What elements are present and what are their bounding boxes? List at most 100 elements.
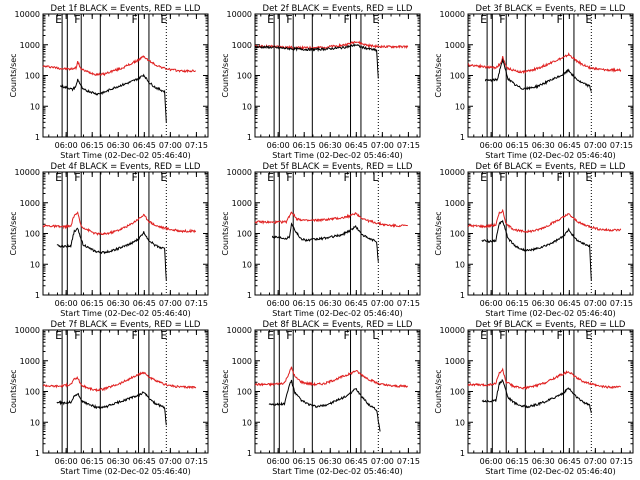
y-tick-label: 10000 — [227, 10, 252, 19]
x-tick-label: 06:45 — [133, 457, 156, 466]
interval-marker-label: F — [286, 13, 292, 26]
interval-marker-label: E — [267, 13, 274, 26]
interval-marker-label: E — [480, 13, 487, 26]
interval-marker-label: E — [160, 13, 167, 26]
x-tick-label: 06:30 — [107, 141, 130, 150]
y-axis-label: Counts/sec — [434, 211, 443, 255]
x-tick-label: 07:15 — [397, 457, 420, 466]
x-tick-label: 06:30 — [107, 299, 130, 308]
y-tick-label: 10000 — [227, 168, 252, 177]
panel-title: Det 8f BLACK = Events, RED = LLD — [263, 320, 413, 330]
lld-series-line — [467, 208, 622, 234]
x-tick-label: 06:30 — [319, 299, 342, 308]
x-tick-label: 06:45 — [345, 141, 368, 150]
x-tick-label: 06:00 — [267, 141, 290, 150]
interval-marker-label: E — [372, 13, 379, 26]
y-axis-label: Counts/sec — [221, 211, 230, 255]
x-tick-label: 06:45 — [133, 141, 156, 150]
x-tick-label: 06:15 — [506, 299, 529, 308]
x-tick-label: 06:00 — [480, 141, 503, 150]
lld-series-line — [254, 211, 408, 228]
x-tick-label: 06:30 — [319, 141, 342, 150]
y-tick-label: 1000 — [20, 199, 40, 208]
x-tick-label: 06:45 — [558, 457, 581, 466]
x-tick-label: 07:00 — [584, 299, 607, 308]
interval-marker-label: E — [585, 13, 592, 26]
y-axis-label: Counts/sec — [221, 369, 230, 413]
x-tick-label: 06:45 — [558, 299, 581, 308]
y-tick-label: 1 — [35, 133, 40, 142]
x-tick-label: 07:15 — [185, 457, 208, 466]
x-tick-label: 06:15 — [293, 141, 316, 150]
x-tick-label: 06:45 — [345, 457, 368, 466]
events-series-line — [271, 222, 379, 262]
y-tick-label: 100 — [237, 388, 252, 397]
y-tick-label: 1000 — [232, 357, 252, 366]
x-tick-label: 07:00 — [584, 457, 607, 466]
y-axis-label: Counts/sec — [434, 53, 443, 97]
x-tick-label: 07:15 — [397, 299, 420, 308]
y-tick-label: 10 — [30, 102, 40, 111]
y-tick-label: 1000 — [20, 41, 40, 50]
interval-marker-label: E — [55, 13, 62, 26]
y-tick-label: 10 — [455, 418, 465, 427]
events-series-line — [56, 391, 167, 426]
interval-marker-label: F — [557, 171, 563, 184]
panel-title: Det 3f BLACK = Events, RED = LLD — [476, 4, 626, 14]
x-tick-label: 06:00 — [55, 457, 78, 466]
x-tick-label: 06:15 — [293, 457, 316, 466]
x-tick-label: 07:15 — [185, 299, 208, 308]
events-series-line — [484, 58, 592, 92]
y-tick-label: 1 — [460, 449, 465, 458]
x-tick-label: 06:00 — [267, 457, 290, 466]
x-tick-label: 06:00 — [55, 299, 78, 308]
x-tick-label: 06:00 — [480, 457, 503, 466]
y-tick-label: 1 — [460, 133, 465, 142]
x-tick-label: 06:15 — [506, 457, 529, 466]
x-axis-label: Start Time (02-Dec-02 05:46:40) — [272, 309, 403, 318]
x-tick-label: 07:00 — [371, 299, 394, 308]
y-axis-label: Counts/sec — [9, 53, 18, 97]
y-tick-label: 10 — [30, 418, 40, 427]
y-axis-label: Counts/sec — [221, 53, 230, 97]
interval-marker-label: E — [585, 329, 592, 342]
interval-marker-label: E — [267, 329, 274, 342]
interval-marker-label: F — [74, 329, 80, 342]
x-tick-label: 06:30 — [107, 457, 130, 466]
y-axis-label: Counts/sec — [9, 211, 18, 255]
y-tick-label: 1 — [35, 291, 40, 300]
y-tick-label: 1 — [247, 291, 252, 300]
x-tick-label: 06:15 — [293, 299, 316, 308]
x-tick-label: 06:00 — [267, 299, 290, 308]
y-tick-label: 100 — [450, 72, 465, 81]
interval-marker-label: F — [344, 13, 350, 26]
lld-series-line — [467, 367, 622, 390]
lld-series-line — [42, 55, 196, 77]
x-tick-label: 06:15 — [81, 457, 104, 466]
y-tick-label: 10 — [242, 418, 252, 427]
x-axis-label: Start Time (02-Dec-02 05:46:40) — [485, 309, 616, 318]
x-tick-label: 06:15 — [506, 141, 529, 150]
y-tick-label: 100 — [237, 72, 252, 81]
y-tick-label: 10000 — [440, 326, 465, 335]
interval-marker-label: F — [344, 329, 350, 342]
events-series-line — [481, 219, 592, 281]
x-tick-label: 06:30 — [532, 457, 555, 466]
panel-title: Det 9f BLACK = Events, RED = LLD — [476, 320, 626, 330]
lld-series-line — [43, 371, 197, 393]
panel-title: Det 6f BLACK = Events, RED = LLD — [476, 162, 626, 172]
interval-marker-label: L — [372, 171, 379, 184]
lld-series-line — [467, 52, 622, 75]
y-tick-label: 10 — [242, 102, 252, 111]
y-tick-label: 1000 — [232, 41, 252, 50]
x-tick-label: 07:00 — [371, 141, 394, 150]
y-tick-label: 10000 — [15, 10, 40, 19]
y-tick-label: 100 — [25, 230, 40, 239]
interval-marker-label: F — [74, 13, 80, 26]
interval-marker-label: F — [557, 329, 563, 342]
interval-marker-label: F — [557, 13, 563, 26]
y-tick-label: 10000 — [15, 326, 40, 335]
interval-marker-label: F — [132, 13, 138, 26]
events-series-line — [268, 379, 381, 432]
